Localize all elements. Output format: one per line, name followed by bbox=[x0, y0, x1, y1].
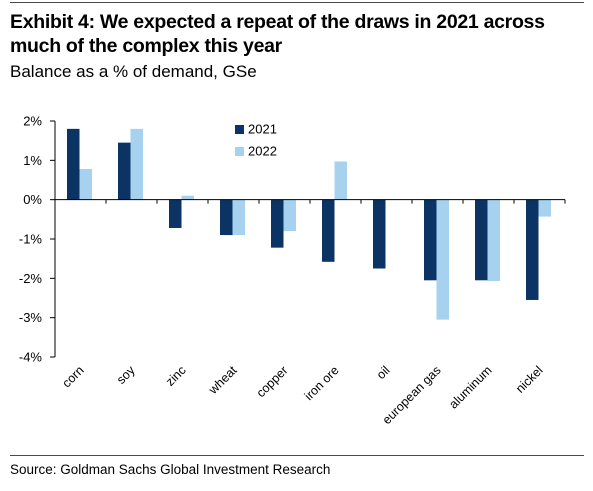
x-tick-label-oil: oil bbox=[374, 363, 393, 382]
legend-swatch-2022 bbox=[235, 147, 244, 156]
bar-2021-zinc bbox=[169, 199, 182, 228]
y-tick-label: -1% bbox=[19, 232, 43, 247]
bar-2022-iron-ore bbox=[334, 161, 347, 200]
x-tick-label-aluminum: aluminum bbox=[446, 363, 494, 411]
x-tick-label-wheat: wheat bbox=[205, 363, 240, 398]
bar-2022-corn bbox=[79, 168, 92, 200]
legend-label-2022: 2022 bbox=[248, 144, 277, 159]
bar-2021-nickel bbox=[526, 199, 539, 300]
chart-subtitle: Balance as a % of demand, GSe bbox=[10, 62, 257, 81]
legend-label-2021: 2021 bbox=[248, 122, 277, 137]
bar-2021-iron-ore bbox=[322, 199, 335, 262]
x-tick-label-corn: corn bbox=[60, 363, 87, 390]
y-tick-label: 2% bbox=[23, 114, 42, 129]
bar-2022-wheat bbox=[232, 199, 245, 236]
x-tick-label-zinc: zinc bbox=[163, 363, 189, 389]
y-tick-label: 1% bbox=[23, 153, 42, 168]
x-tick-label-soy: soy bbox=[114, 363, 138, 387]
x-tick-label-copper: copper bbox=[254, 363, 291, 400]
bar-2022-soy bbox=[130, 128, 143, 200]
y-tick-label: -3% bbox=[19, 310, 43, 325]
bar-2022-zinc bbox=[181, 195, 194, 200]
bar-2021-wheat bbox=[220, 199, 233, 236]
chart-title: Exhibit 4: We expected a repeat of the d… bbox=[10, 11, 545, 57]
x-tick-label-iron-ore: iron ore bbox=[302, 363, 342, 403]
bar-2022-european-gas bbox=[436, 199, 449, 320]
bar-2021-soy bbox=[118, 142, 131, 200]
bar-2022-copper bbox=[283, 199, 296, 232]
bar-2021-european-gas bbox=[424, 199, 437, 281]
top-rule bbox=[10, 2, 584, 3]
bar-2021-oil bbox=[373, 199, 386, 269]
bar-2022-nickel bbox=[538, 199, 551, 217]
bottom-rule bbox=[10, 455, 584, 456]
bar-2021-copper bbox=[271, 199, 284, 248]
source-note: Source: Goldman Sachs Global Investment … bbox=[10, 462, 331, 477]
bar-chart: 2% 1% 0% -1% -2% -3% -4% corn soy zinc wheat copper… bbox=[19, 114, 566, 427]
y-tick-label: 0% bbox=[23, 192, 42, 207]
bar-2021-corn bbox=[67, 128, 80, 200]
bar-2021-aluminum bbox=[475, 199, 488, 281]
legend-swatch-2021 bbox=[235, 125, 244, 134]
y-tick-label: -2% bbox=[19, 271, 43, 286]
x-tick-label-nickel: nickel bbox=[513, 363, 546, 396]
y-tick-label: -4% bbox=[19, 350, 43, 365]
bar-2022-aluminum bbox=[487, 199, 500, 282]
